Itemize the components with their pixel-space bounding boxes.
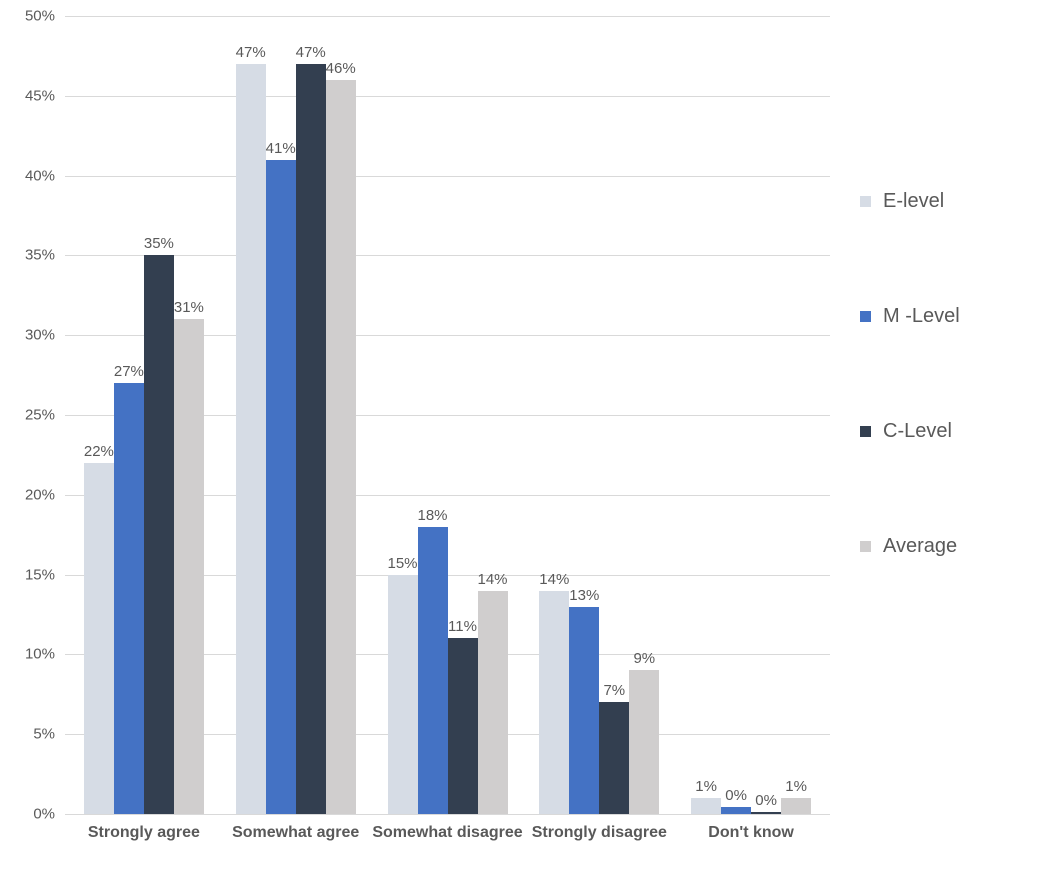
legend-swatch (860, 196, 871, 207)
bar-value-label: 22% (84, 443, 114, 460)
bar-value-label: 47% (296, 44, 326, 61)
legend-swatch (860, 541, 871, 552)
y-axis-tick-label: 0% (0, 806, 55, 823)
y-axis-tick-label: 40% (0, 167, 55, 184)
grouped-bar-chart: 0% 5% 10% 15% 20% 25% 30% 35% 40% 45% 50% 22% 27% 35%… (0, 0, 1039, 879)
y-axis-tick-label: 5% (0, 726, 55, 743)
bar-value-label: 0% (725, 787, 747, 804)
bar (751, 812, 781, 814)
bar (418, 527, 448, 814)
legend: E-level M -Level C-Level Average (860, 190, 960, 650)
bar (144, 255, 174, 814)
bar-value-label: 13% (569, 587, 599, 604)
bar-value-label: 0% (755, 792, 777, 809)
y-axis-tick-label: 20% (0, 486, 55, 503)
x-axis-tick-label: Strongly disagree (532, 824, 667, 842)
bar-value-label: 1% (785, 778, 807, 795)
x-axis-tick-label: Somewhat disagree (372, 824, 522, 842)
y-axis-tick-label: 35% (0, 247, 55, 264)
bar (478, 591, 508, 814)
legend-swatch (860, 426, 871, 437)
bar-value-label: 15% (387, 555, 417, 572)
bar-value-label: 14% (539, 571, 569, 588)
legend-label: Average (883, 535, 957, 558)
bar-value-label: 31% (174, 299, 204, 316)
bar-value-label: 9% (633, 650, 655, 667)
x-axis-tick-label: Strongly agree (88, 824, 200, 842)
gridline (65, 814, 830, 815)
y-axis-tick-label: 30% (0, 327, 55, 344)
bar (114, 383, 144, 814)
bar (629, 670, 659, 814)
legend-swatch (860, 311, 871, 322)
gridline (65, 16, 830, 17)
bar-value-label: 18% (417, 507, 447, 524)
bar (781, 798, 811, 814)
x-axis-tick-label: Don't know (708, 824, 794, 842)
y-axis-tick-label: 25% (0, 407, 55, 424)
bar (599, 702, 629, 814)
bar-value-label: 47% (236, 44, 266, 61)
gridline (65, 176, 830, 177)
bar (569, 607, 599, 814)
bar (691, 798, 721, 814)
bar-value-label: 35% (144, 235, 174, 252)
bar (84, 463, 114, 814)
legend-label: M -Level (883, 305, 960, 328)
legend-label: C-Level (883, 420, 952, 443)
y-axis-tick-label: 45% (0, 87, 55, 104)
bar-value-label: 11% (448, 618, 477, 635)
legend-label: E-level (883, 190, 944, 213)
legend-item: M -Level (860, 305, 960, 328)
legend-item: C-Level (860, 420, 960, 443)
bar (448, 638, 478, 814)
bar (388, 575, 418, 814)
bar (326, 80, 356, 814)
y-axis-tick-label: 10% (0, 646, 55, 663)
bar (721, 807, 751, 814)
legend-item: E-level (860, 190, 960, 213)
bar-value-label: 46% (326, 60, 356, 77)
bar-value-label: 27% (114, 363, 144, 380)
bar-value-label: 41% (266, 140, 296, 157)
gridline (65, 255, 830, 256)
bar (296, 64, 326, 814)
bar (236, 64, 266, 814)
bar (266, 160, 296, 814)
bar-value-label: 1% (695, 778, 717, 795)
bar-value-label: 7% (603, 682, 625, 699)
bar (539, 591, 569, 814)
bar (174, 319, 204, 814)
y-axis-tick-label: 50% (0, 8, 55, 25)
legend-item: Average (860, 535, 960, 558)
gridline (65, 96, 830, 97)
plot-area: 0%5%10%15%20%25%30%35%40%45%50%22%27%35%… (65, 16, 830, 814)
y-axis-tick-label: 15% (0, 566, 55, 583)
x-axis-tick-label: Somewhat agree (232, 824, 359, 842)
bar-value-label: 14% (477, 571, 507, 588)
